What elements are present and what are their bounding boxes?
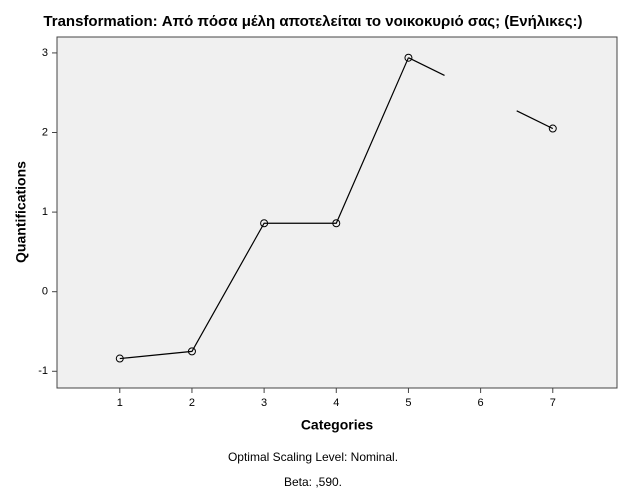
y-tick-label: -1 — [38, 365, 48, 377]
point — [115, 354, 124, 363]
plot-area — [56, 36, 618, 389]
y-tick-label: 1 — [42, 206, 48, 218]
y-tick-label: 0 — [42, 286, 48, 298]
x-tick-label: 2 — [189, 397, 195, 409]
point — [260, 219, 269, 228]
x-tick-label: 7 — [550, 397, 556, 409]
x-tick-label: 4 — [333, 397, 339, 409]
point — [332, 219, 341, 228]
gap-stub — [408, 57, 445, 76]
gap-stub — [516, 110, 554, 130]
y-tick-label: 3 — [42, 47, 48, 59]
note: Beta: ,590. — [284, 475, 342, 489]
chart-title: Transformation: Από πόσα μέλη αποτελείτα… — [43, 13, 582, 30]
x-tick-label: 5 — [405, 397, 411, 409]
y-tick-label: 2 — [42, 126, 48, 138]
note: Optimal Scaling Level: Nominal. — [228, 450, 398, 464]
line — [119, 57, 409, 360]
x-axis-label: Categories — [301, 417, 374, 433]
point — [187, 347, 196, 356]
x-tick-label: 1 — [117, 397, 123, 409]
y-axis-label: Quantifications — [13, 161, 29, 263]
point — [548, 124, 557, 133]
point — [404, 53, 413, 62]
x-tick-label: 6 — [478, 397, 484, 409]
x-tick-label: 3 — [261, 397, 267, 409]
